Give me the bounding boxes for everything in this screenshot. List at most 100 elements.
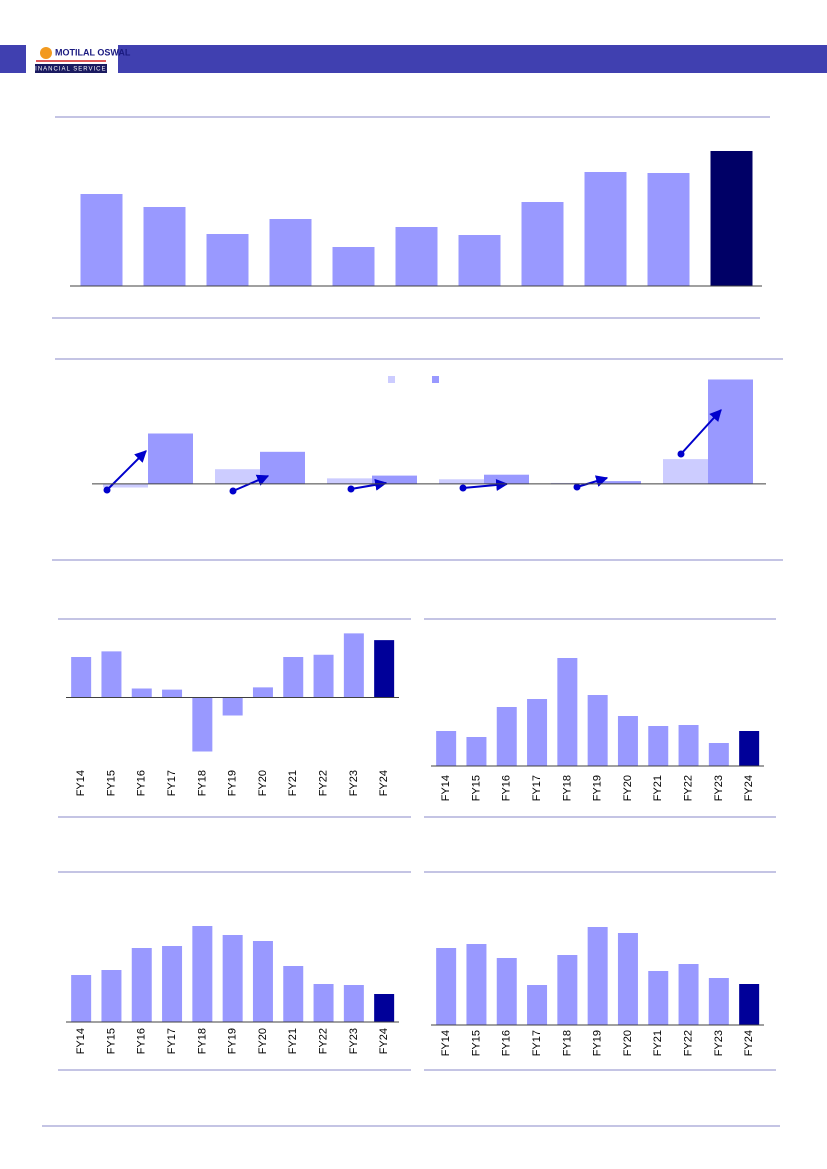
x-tick-label: FY24 bbox=[378, 770, 390, 796]
bar bbox=[708, 743, 729, 766]
x-tick-label: FY14 bbox=[75, 1028, 87, 1054]
arrow bbox=[462, 479, 509, 491]
bar bbox=[327, 478, 372, 484]
bar bbox=[557, 658, 578, 766]
x-tick-label: FY22 bbox=[682, 775, 694, 801]
x-tick-label: FY19 bbox=[227, 1028, 239, 1054]
x-tick-label: FY18 bbox=[196, 1028, 208, 1054]
x-tick-label: FY15 bbox=[470, 775, 482, 801]
arrow bbox=[680, 409, 722, 455]
bar bbox=[584, 172, 627, 286]
x-tick-label: FY15 bbox=[470, 1030, 482, 1056]
header-bar bbox=[118, 45, 827, 73]
brand-sub: FINANCIAL SERVICES bbox=[30, 67, 111, 73]
bar bbox=[466, 737, 487, 766]
bar bbox=[710, 151, 753, 286]
x-tick-label: FY17 bbox=[531, 1030, 543, 1056]
bar bbox=[374, 994, 395, 1022]
bar bbox=[332, 247, 375, 286]
bar bbox=[647, 173, 690, 286]
bar bbox=[436, 731, 457, 766]
legend-swatch bbox=[388, 376, 395, 383]
bar bbox=[436, 948, 457, 1025]
x-tick-label: FY21 bbox=[287, 770, 299, 796]
x-tick-label: FY16 bbox=[501, 775, 513, 801]
bar bbox=[222, 935, 243, 1022]
x-tick-label: FY18 bbox=[561, 775, 573, 801]
x-tick-label: FY19 bbox=[227, 770, 239, 796]
bar bbox=[557, 955, 578, 1025]
bar bbox=[192, 697, 213, 752]
bar bbox=[192, 926, 213, 1022]
bar bbox=[101, 970, 122, 1022]
bar bbox=[439, 479, 484, 484]
bar bbox=[708, 978, 729, 1025]
bar bbox=[283, 657, 304, 698]
x-tick-label: FY21 bbox=[652, 1030, 664, 1056]
x-tick-label: FY19 bbox=[592, 775, 604, 801]
x-tick-label: FY15 bbox=[105, 770, 117, 796]
bar bbox=[206, 234, 249, 286]
x-tick-label: FY16 bbox=[136, 770, 148, 796]
bar bbox=[148, 433, 193, 484]
x-tick-label: FY23 bbox=[348, 1028, 360, 1054]
bar bbox=[678, 964, 699, 1025]
x-tick-label: FY24 bbox=[378, 1028, 390, 1054]
x-tick-label: FY17 bbox=[166, 770, 178, 796]
bar bbox=[372, 475, 417, 484]
bar bbox=[484, 474, 529, 484]
bar bbox=[395, 227, 438, 286]
bar bbox=[313, 984, 334, 1022]
bar bbox=[648, 971, 669, 1025]
x-tick-label: FY18 bbox=[561, 1030, 573, 1056]
x-tick-label: FY21 bbox=[652, 775, 664, 801]
bar bbox=[587, 927, 608, 1025]
bar bbox=[527, 699, 548, 766]
x-tick-label: FY17 bbox=[166, 1028, 178, 1054]
header-block bbox=[0, 45, 26, 73]
x-tick-label: FY23 bbox=[713, 775, 725, 801]
bar bbox=[80, 194, 123, 286]
x-tick-label: FY14 bbox=[75, 770, 87, 796]
bar bbox=[678, 725, 699, 766]
x-tick-label: FY20 bbox=[622, 1030, 634, 1056]
bar bbox=[648, 726, 669, 766]
x-tick-label: FY16 bbox=[501, 1030, 513, 1056]
bar bbox=[162, 946, 183, 1022]
logo-band bbox=[35, 64, 107, 73]
bar bbox=[458, 235, 501, 286]
x-tick-label: FY15 bbox=[105, 1028, 117, 1054]
bar bbox=[466, 944, 487, 1025]
x-tick-label: FY20 bbox=[622, 775, 634, 801]
bar bbox=[708, 379, 753, 484]
bar bbox=[252, 941, 273, 1022]
arrow bbox=[576, 475, 609, 488]
x-tick-label: FY17 bbox=[531, 775, 543, 801]
bar bbox=[101, 651, 122, 698]
bar bbox=[617, 716, 638, 766]
x-tick-label: FY23 bbox=[713, 1030, 725, 1056]
bar bbox=[71, 657, 92, 698]
bar bbox=[496, 707, 517, 766]
bar bbox=[739, 984, 760, 1025]
bar bbox=[260, 451, 305, 484]
bar bbox=[587, 695, 608, 766]
bar bbox=[343, 633, 364, 698]
bar bbox=[374, 640, 395, 698]
x-tick-label: FY19 bbox=[592, 1030, 604, 1056]
bar bbox=[215, 469, 260, 484]
bar bbox=[739, 731, 760, 766]
bar bbox=[283, 966, 304, 1022]
bar bbox=[343, 985, 364, 1022]
x-tick-label: FY21 bbox=[287, 1028, 299, 1054]
bar bbox=[131, 688, 152, 698]
x-tick-label: FY14 bbox=[440, 775, 452, 801]
x-tick-label: FY14 bbox=[440, 1030, 452, 1056]
x-tick-label: FY16 bbox=[136, 1028, 148, 1054]
bar bbox=[143, 207, 186, 286]
x-tick-label: FY18 bbox=[196, 770, 208, 796]
legend-swatch bbox=[432, 376, 439, 383]
bar bbox=[527, 985, 548, 1025]
